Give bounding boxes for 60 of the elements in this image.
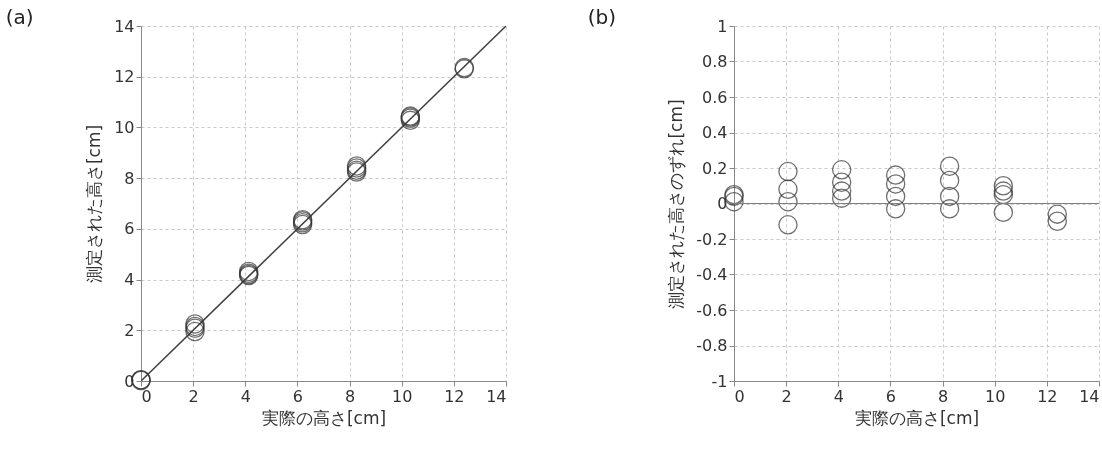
x-tick-label: 2 bbox=[781, 386, 792, 406]
x-tick-label: 6 bbox=[292, 386, 304, 406]
point bbox=[778, 161, 798, 182]
x-axis-title: 実際の高さ[cm] bbox=[854, 407, 980, 428]
point bbox=[885, 199, 906, 219]
point bbox=[778, 215, 798, 235]
y-tick-label: 4 bbox=[124, 270, 135, 290]
y-tick-label: 14 bbox=[114, 16, 135, 36]
x-tick-label: 14 bbox=[1079, 386, 1100, 406]
x-tick-label: 8 bbox=[344, 386, 356, 406]
y-axis-title: 測定された高さ[cm] bbox=[84, 124, 105, 284]
point bbox=[993, 202, 1014, 223]
point bbox=[993, 176, 1014, 196]
x-tick-label: 12 bbox=[1037, 386, 1058, 406]
point bbox=[939, 199, 960, 219]
x-tick-label: 4 bbox=[240, 386, 251, 406]
point bbox=[885, 186, 906, 207]
y-tick-label: -0.6 bbox=[696, 300, 728, 320]
y-tick-label: -0.4 bbox=[696, 265, 728, 284]
point bbox=[831, 160, 852, 180]
chart-title: (b) bbox=[587, 5, 617, 29]
point bbox=[885, 165, 906, 185]
y-tick-label: 12 bbox=[114, 67, 135, 87]
y-tick-label: 8 bbox=[124, 168, 135, 188]
y-tick-label: -1 bbox=[711, 371, 728, 391]
y-tick-label: 0.6 bbox=[702, 87, 728, 107]
point bbox=[939, 186, 960, 207]
x-tick-label: 8 bbox=[937, 386, 949, 406]
point bbox=[1047, 211, 1068, 231]
x-tick-label: 10 bbox=[392, 386, 413, 406]
point bbox=[1047, 204, 1068, 224]
point bbox=[939, 170, 960, 191]
x-axis-title: 実際の高さ[cm] bbox=[261, 407, 387, 428]
y-tick-label: 0.8 bbox=[702, 52, 728, 71]
x-tick-label: 10 bbox=[985, 386, 1006, 406]
y-axis-title: 測定された高さのずれ[cm] bbox=[666, 99, 687, 309]
y-tick-label: 0.4 bbox=[702, 123, 728, 142]
y-tick-label: -0.8 bbox=[696, 336, 728, 355]
point bbox=[831, 181, 852, 201]
point bbox=[831, 188, 852, 208]
x-tick-label: 4 bbox=[833, 386, 844, 406]
y-tick-label: 10 bbox=[114, 117, 135, 137]
y-tick-label: 1 bbox=[717, 16, 728, 36]
point bbox=[778, 192, 798, 212]
point bbox=[939, 156, 960, 176]
x-tick-label: 0 bbox=[734, 386, 745, 406]
chart-title: (a) bbox=[5, 5, 34, 29]
y-tick-label: 0.2 bbox=[702, 158, 728, 178]
x-tick-label: 12 bbox=[444, 386, 465, 406]
y-tick-label: 0 bbox=[717, 194, 728, 213]
y-tick-label: -0.2 bbox=[696, 229, 728, 249]
x-tick-label: 14 bbox=[486, 386, 507, 406]
y-tick-label: 6 bbox=[124, 219, 135, 239]
point bbox=[831, 172, 852, 192]
point bbox=[885, 174, 906, 194]
x-tick-label: 2 bbox=[188, 386, 199, 406]
y-tick-label: 2 bbox=[124, 320, 135, 340]
x-tick-label: 0 bbox=[141, 386, 152, 406]
x-tick-label: 6 bbox=[885, 386, 897, 406]
point bbox=[778, 179, 798, 200]
